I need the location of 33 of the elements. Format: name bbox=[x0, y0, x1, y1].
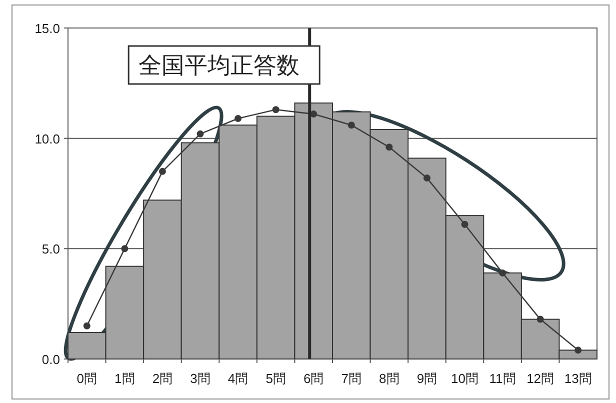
x-tick-label: 4問 bbox=[228, 371, 248, 386]
x-tick-label: 1問 bbox=[114, 371, 135, 386]
x-tick-label: 0問 bbox=[76, 371, 98, 386]
y-tick-label: 10.0 bbox=[34, 131, 60, 146]
y-tick-label: 0.0 bbox=[42, 352, 60, 367]
point bbox=[423, 174, 430, 182]
x-tick-label: 3問 bbox=[190, 371, 210, 386]
x-tick-label: 12問 bbox=[526, 371, 554, 386]
y-tick-label: 15.0 bbox=[34, 21, 60, 36]
point bbox=[348, 122, 355, 129]
ref-line-label: 全国平均正答数 bbox=[138, 52, 300, 78]
point bbox=[234, 114, 242, 122]
point bbox=[310, 110, 318, 118]
point bbox=[83, 322, 90, 330]
point bbox=[536, 316, 544, 323]
point bbox=[574, 346, 582, 354]
point bbox=[196, 130, 204, 138]
point bbox=[499, 269, 506, 276]
x-tick-label: 2問 bbox=[152, 371, 173, 386]
x-tick-label: 5問 bbox=[266, 371, 286, 386]
point bbox=[158, 168, 166, 175]
point bbox=[121, 245, 128, 252]
x-tick-label: 10問 bbox=[451, 371, 478, 386]
x-tick-label: 9問 bbox=[416, 371, 438, 386]
point bbox=[272, 106, 280, 114]
x-tick-label: 11問 bbox=[489, 371, 516, 386]
point bbox=[461, 220, 468, 228]
x-tick-label: 7問 bbox=[341, 371, 362, 386]
x-tick-label: 13問 bbox=[564, 371, 592, 386]
x-tick-label: 8問 bbox=[379, 371, 400, 386]
point bbox=[386, 144, 393, 151]
x-tick-label: 6問 bbox=[303, 371, 324, 386]
y-tick-label: 5.0 bbox=[42, 242, 60, 257]
